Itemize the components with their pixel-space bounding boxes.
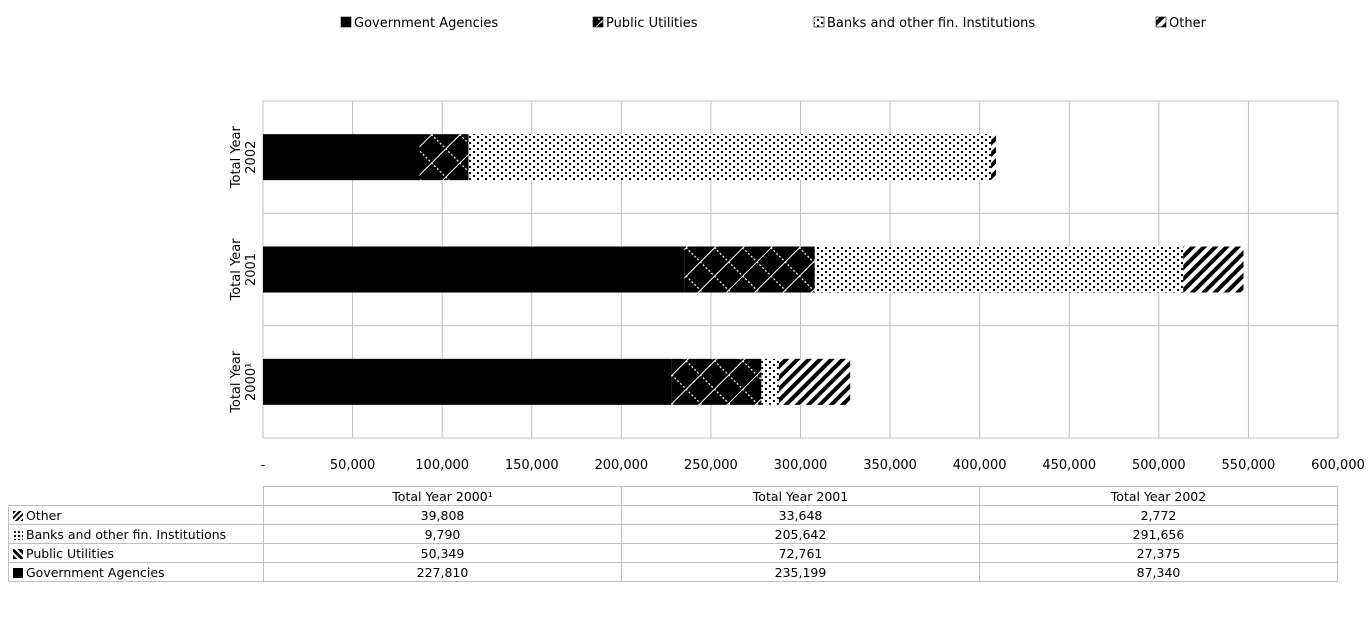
bar-banks [468, 134, 992, 181]
x-tick-label: 400,000 [953, 458, 1007, 473]
x-tick-label: 200,000 [594, 458, 648, 473]
bar-banks [761, 358, 779, 405]
table-cell: 2,772 [979, 505, 1338, 525]
category-label: Total Year2001 [229, 238, 259, 302]
row-label-text: Public Utilities [26, 545, 115, 561]
legend-swatch-banks [813, 16, 825, 28]
banks-swatch-icon [13, 529, 23, 540]
table-cell: 205,642 [621, 524, 980, 544]
column-header: Total Year 2000¹ [263, 486, 622, 506]
bar-public-utilities [419, 134, 469, 181]
bar-public-utilities [671, 358, 762, 405]
table-cell: 87,340 [979, 562, 1338, 582]
legend-swatch-government-agencies [340, 16, 352, 28]
table-corner [9, 487, 264, 506]
bar-government-agencies [263, 358, 672, 405]
x-tick-label: 300,000 [774, 458, 828, 473]
table-cell: 33,648 [621, 505, 980, 525]
row-label-text: Government Agencies [26, 564, 165, 580]
x-axis-ticks: - 50,000 100,000 150,000 200,000 250,000 300,0… [261, 458, 1365, 473]
table-cell: 235,199 [621, 562, 980, 582]
public-utilities-swatch-icon [13, 548, 23, 559]
category-label: Total Year2000¹ [229, 350, 259, 414]
legend: Government Agencies Public Utilities Banks… [340, 16, 1207, 31]
x-tick-label: 50,000 [330, 458, 376, 473]
x-tick-label: 450,000 [1042, 458, 1096, 473]
government-swatch-icon [13, 567, 23, 578]
table-cell: 227,810 [263, 562, 622, 582]
legend-label-other: Other [1169, 16, 1207, 31]
row-label: Banks and other fin. Institutions [8, 524, 264, 544]
category-labels: Total Year2002 Total Year2001 Total Year20… [229, 126, 259, 414]
x-tick-label: 600,000 [1311, 458, 1365, 473]
x-tick-label: 350,000 [863, 458, 917, 473]
data-table: Total Year 2000¹ Total Year 2001 Total Y… [8, 486, 1338, 582]
legend-swatch-other [1155, 16, 1167, 28]
x-tick-label: 250,000 [684, 458, 738, 473]
stacked-bar-chart: Government Agencies Public Utilities Banks… [229, 16, 1365, 473]
table-cell: 291,656 [979, 524, 1338, 544]
row-label: Government Agencies [8, 562, 264, 582]
x-tick-label: - [261, 458, 266, 473]
x-tick-label: 150,000 [505, 458, 559, 473]
x-tick-label: 550,000 [1222, 458, 1276, 473]
table-row: Other 39,808 33,648 2,772 [8, 505, 1338, 525]
bar-government-agencies [263, 246, 685, 293]
column-header: Total Year 2001 [621, 486, 980, 506]
x-tick-label: 100,000 [415, 458, 469, 473]
bar-other [991, 134, 997, 181]
table-cell: 39,808 [263, 505, 622, 525]
category-label: Total Year2002 [229, 126, 259, 190]
bars [263, 134, 1244, 405]
row-label-text: Other [26, 507, 62, 523]
other-swatch-icon [13, 510, 23, 521]
x-tick-label: 500,000 [1132, 458, 1186, 473]
legend-label-banks: Banks and other fin. Institutions [827, 16, 1035, 31]
table-header-row: Total Year 2000¹ Total Year 2001 Total Y… [9, 486, 1338, 506]
legend-label-public-utilities: Public Utilities [606, 16, 698, 31]
legend-label-government-agencies: Government Agencies [354, 16, 498, 31]
table-cell: 9,790 [263, 524, 622, 544]
table-cell: 72,761 [621, 543, 980, 563]
table-row: Banks and other fin. Institutions 9,790 … [8, 524, 1338, 544]
bar-other [778, 358, 851, 405]
column-header: Total Year 2002 [979, 486, 1338, 506]
table-row: Public Utilities 50,349 72,761 27,375 [8, 543, 1338, 563]
table-row: Government Agencies 227,810 235,199 87,3… [8, 562, 1338, 582]
row-label-text: Banks and other fin. Institutions [26, 526, 227, 542]
row-label: Public Utilities [8, 543, 264, 563]
bar-government-agencies [263, 134, 420, 181]
row-label: Other [8, 505, 264, 525]
bar-other [1183, 246, 1244, 293]
legend-swatch-public-utilities [592, 16, 604, 28]
bar-public-utilities [684, 246, 815, 293]
table-cell: 50,349 [263, 543, 622, 563]
table-cell: 27,375 [979, 543, 1338, 563]
bar-banks [814, 246, 1184, 293]
